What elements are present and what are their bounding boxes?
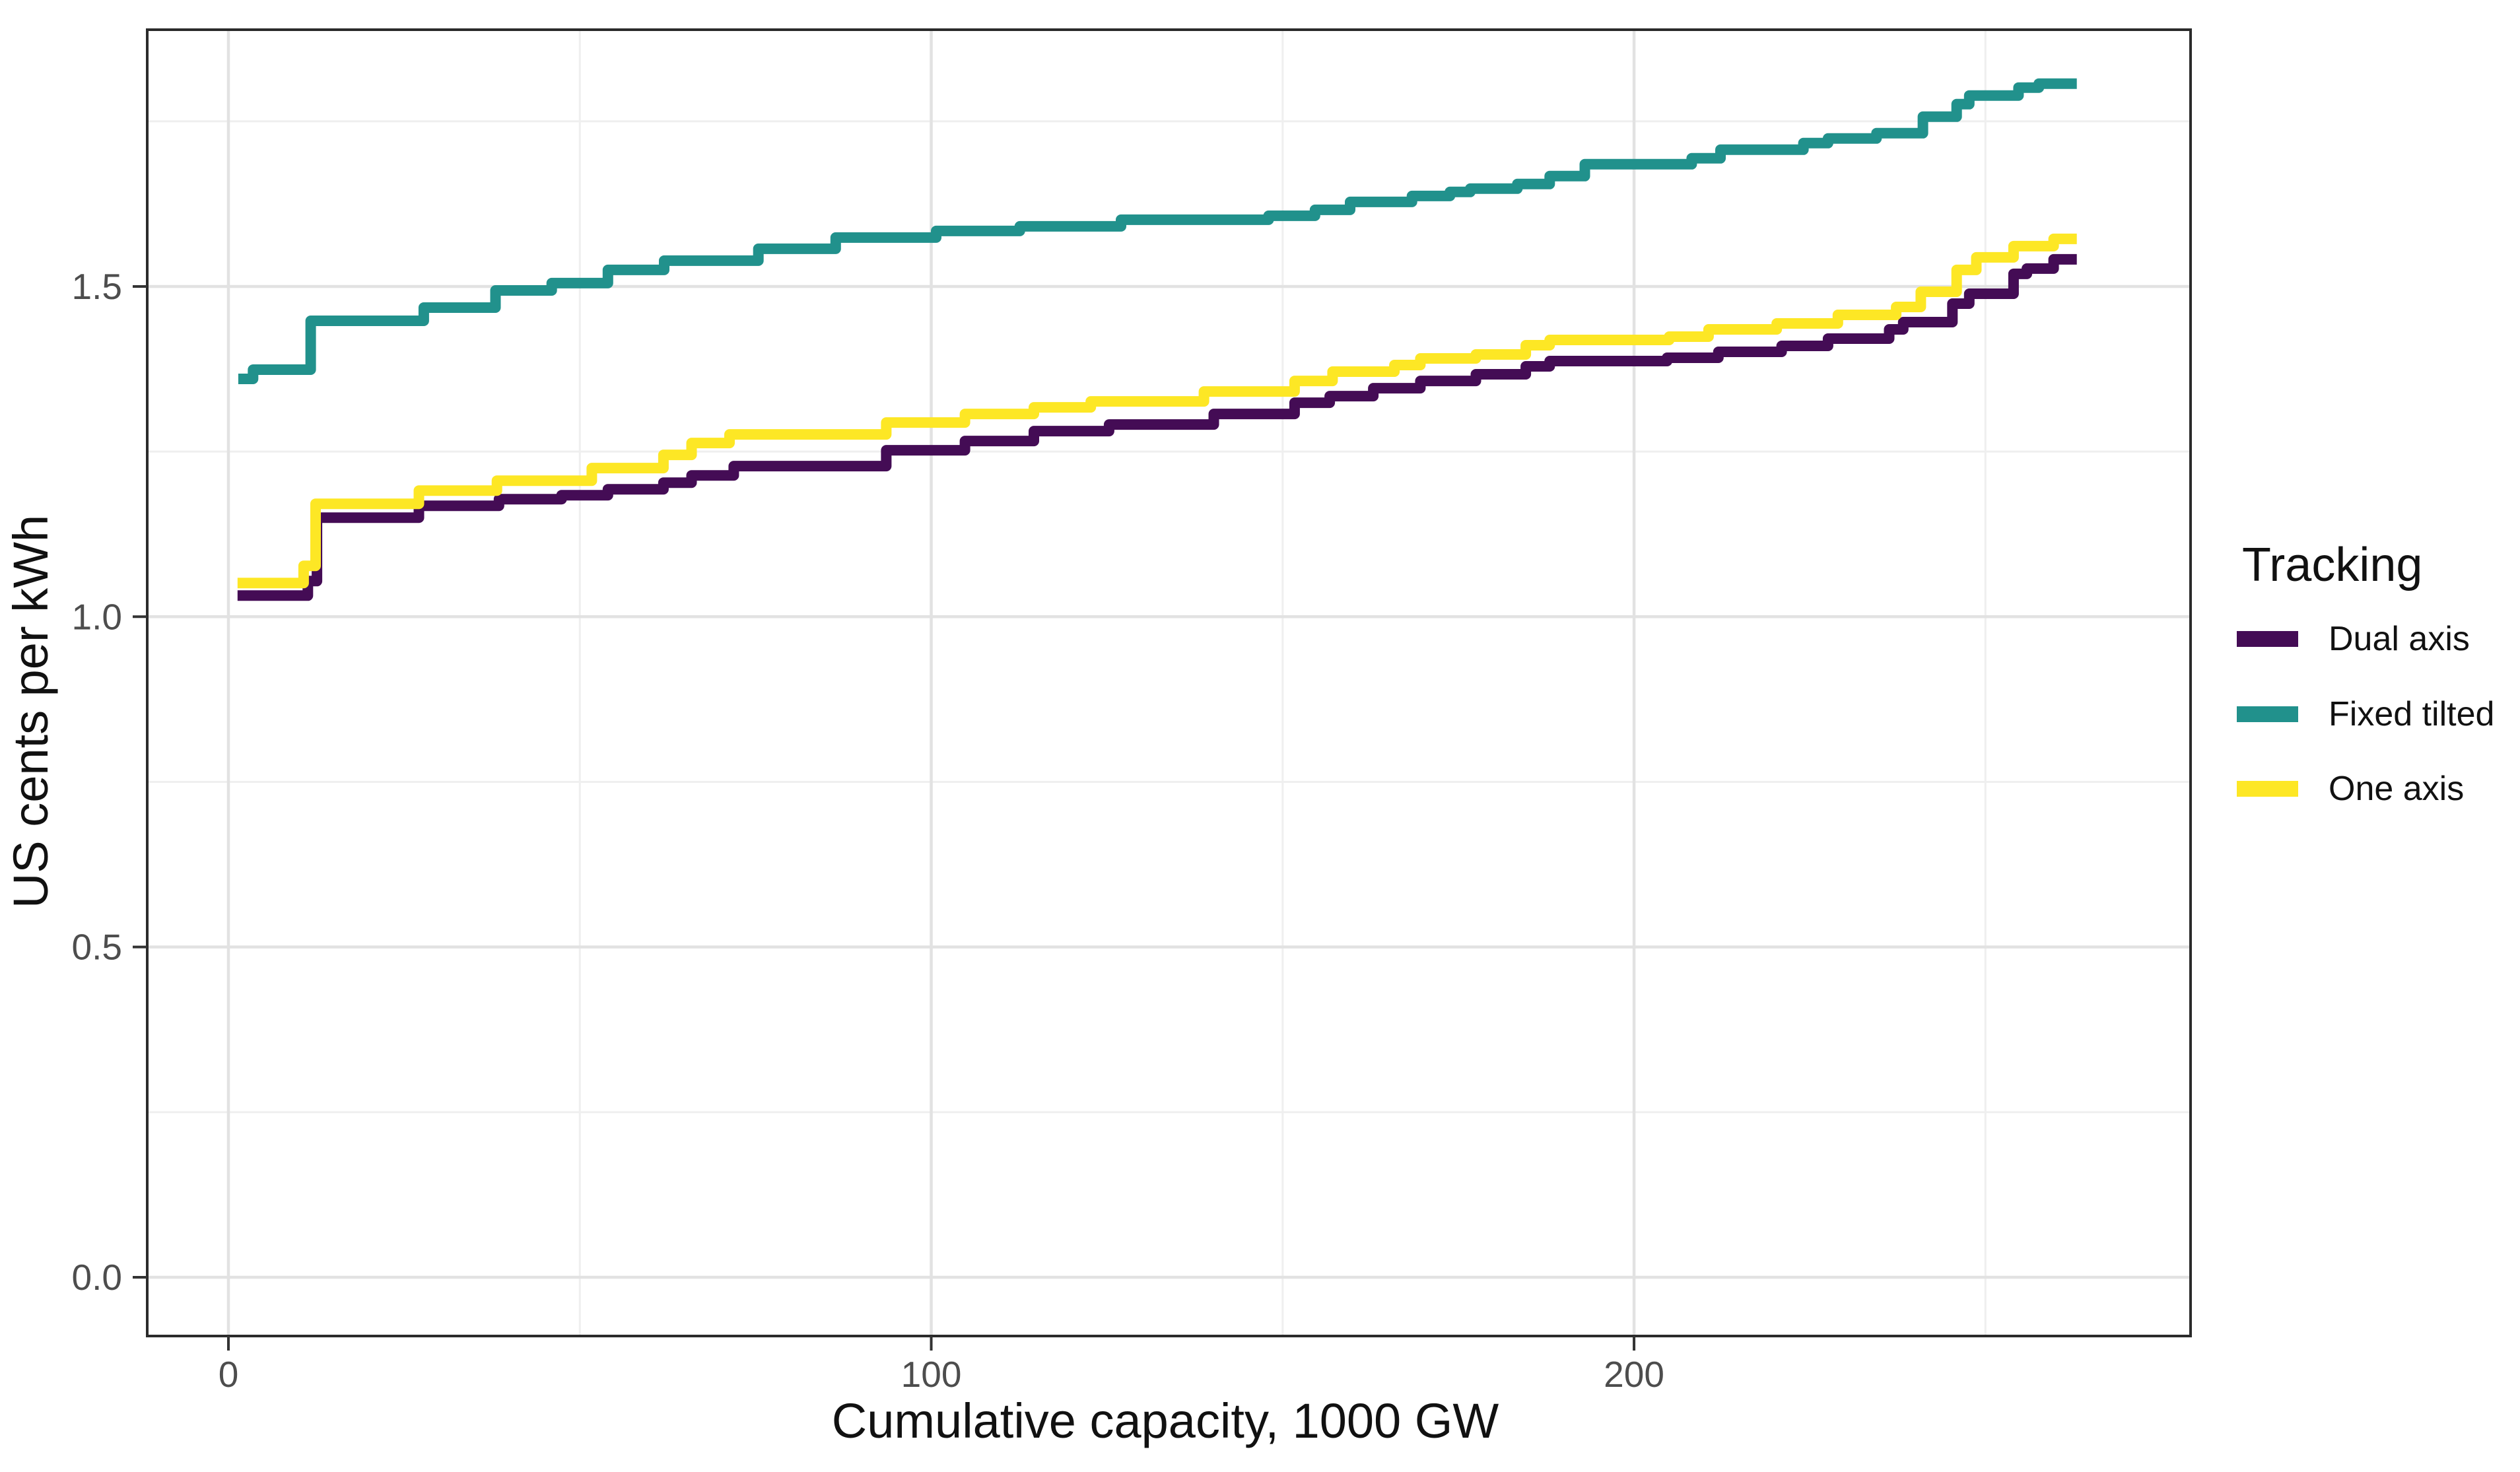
y-tick-label: 1.0 (72, 596, 122, 637)
x-tick-label: 100 (901, 1354, 962, 1395)
panel-border (146, 28, 2192, 1337)
series-line-dual-axis (237, 253, 2077, 601)
x-tick-label: 200 (1604, 1354, 1664, 1395)
legend-item-label: Dual axis (2329, 620, 2470, 658)
x-tick-label: 0 (219, 1354, 239, 1395)
x-axis-title: Cumulative capacity, 1000 GW (832, 1393, 1499, 1448)
legend-item-one-axis: One axis (2237, 769, 2464, 809)
y-tick-label: 0.0 (72, 1257, 122, 1298)
legend-item-fixed-tilted: Fixed tilted (2237, 694, 2494, 734)
axis-tick-marks (133, 284, 1636, 1351)
series-line-fixed-tilted (238, 78, 2077, 384)
series-line-one-axis (237, 233, 2077, 589)
axis-tick-labels: 0 100 200 0.0 0.5 1.0 1.5 (72, 266, 1664, 1395)
legend-key-dual-axis-swatch (2237, 631, 2298, 647)
series-lines (237, 78, 2077, 601)
y-tick-label: 1.5 (72, 266, 122, 307)
legend-item-label: One axis (2329, 770, 2465, 808)
legend-key-one-axis-swatch (2237, 781, 2298, 797)
legend-key-fixed-tilted-swatch (2237, 706, 2298, 722)
y-tick-label: 0.5 (72, 927, 122, 968)
y-axis-title: US cents per kWh (3, 515, 58, 908)
legend-item-dual-axis: Dual axis (2237, 619, 2470, 659)
minor-gridlines (147, 30, 2191, 1336)
major-gridlines (147, 30, 2191, 1336)
legend-title: Tracking (2242, 539, 2423, 591)
legend-item-label: Fixed tilted (2329, 695, 2495, 733)
